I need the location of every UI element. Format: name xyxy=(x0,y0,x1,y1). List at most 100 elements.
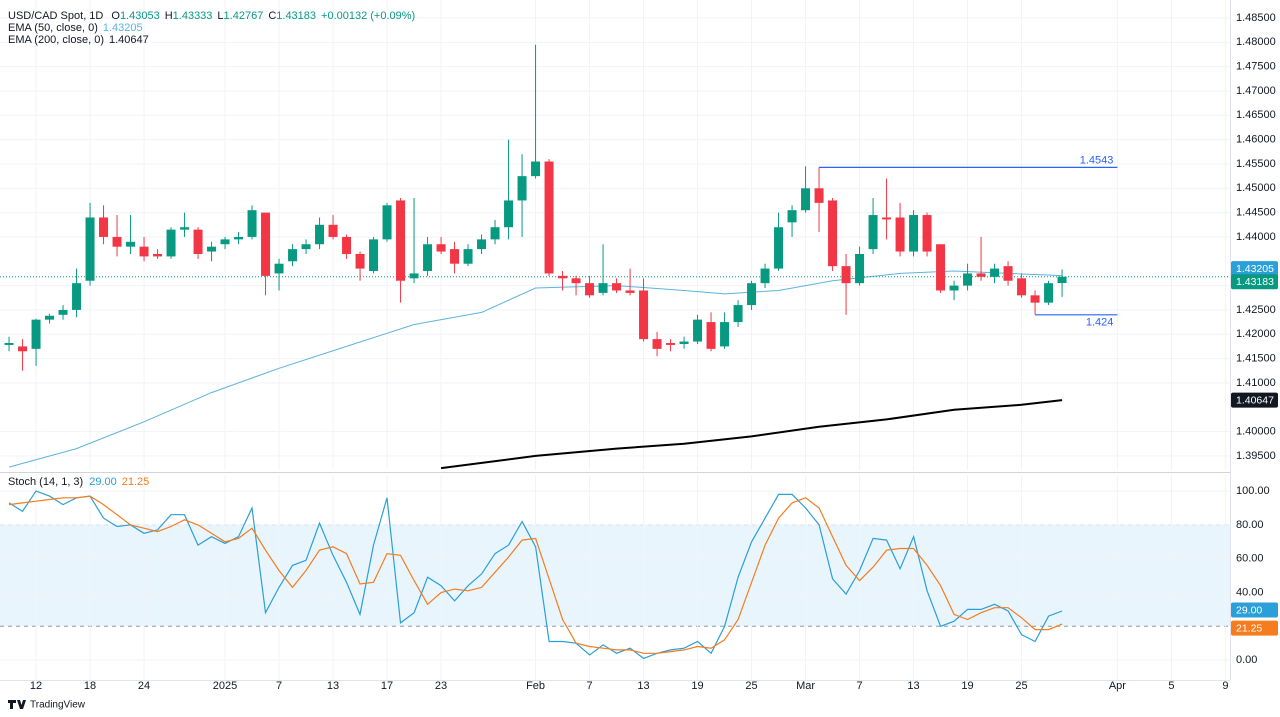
candle-body xyxy=(274,263,284,274)
candle-body xyxy=(1003,266,1013,281)
candle-body xyxy=(1044,283,1054,303)
candle-body xyxy=(855,253,865,284)
x-tick-label: 7 xyxy=(856,680,862,692)
candle-body xyxy=(288,249,298,262)
ohlc-value: 1.43053 xyxy=(120,10,160,22)
candle-body xyxy=(166,229,176,257)
candle-body xyxy=(828,200,838,267)
candle-body xyxy=(126,241,136,247)
candle-body xyxy=(612,283,622,291)
candle-body xyxy=(99,217,109,237)
candle-body xyxy=(936,244,946,291)
x-tick-label: 12 xyxy=(30,680,42,692)
symbol-title: USD/CAD Spot, 1D xyxy=(8,10,103,22)
candle-body xyxy=(787,210,797,223)
x-tick-label: 5 xyxy=(1168,680,1174,692)
candle-body xyxy=(369,239,379,272)
stoch-badge: 21.25 xyxy=(1236,622,1262,634)
candle-body xyxy=(220,239,230,245)
ohlc-letter: L xyxy=(217,10,223,22)
y-tick-label: 1.48000 xyxy=(1236,36,1276,48)
candle-body xyxy=(544,161,554,274)
plot-layer: 1.48500 1.48000 1.47500 1.47000 1.46500 1.460… xyxy=(0,0,1278,692)
stoch-legend-value: 29.00 xyxy=(89,476,117,488)
ohlc-value: 1.42767 xyxy=(224,10,264,22)
price-badge-bg xyxy=(1231,274,1278,290)
x-tick-label: 13 xyxy=(637,680,649,692)
x-tick-label: 13 xyxy=(907,680,919,692)
price-badge-bg xyxy=(1231,261,1278,277)
candle-body xyxy=(463,249,473,264)
price-badge: 1.40647 xyxy=(1236,394,1274,406)
x-tick-label: 9 xyxy=(1222,680,1228,692)
x-tick-label: 23 xyxy=(435,680,447,692)
candle-body xyxy=(247,210,257,237)
y-tick-label: 1.46500 xyxy=(1236,109,1276,121)
x-tick-label: 25 xyxy=(1015,680,1027,692)
y-tick-label: 1.41000 xyxy=(1236,377,1276,389)
candle-body xyxy=(801,188,811,211)
candle-body xyxy=(72,283,82,310)
candle-body xyxy=(31,319,41,349)
footer-text: TradingView xyxy=(30,700,86,711)
y-tick-label: 1.44500 xyxy=(1236,207,1276,219)
stoch-line xyxy=(8,495,1063,654)
x-tick-label: 7 xyxy=(276,680,282,692)
x-tick-label: 18 xyxy=(84,680,96,692)
y-tick-label: 1.45500 xyxy=(1236,158,1276,170)
candle-body xyxy=(706,322,716,349)
y-tick-label: 1.41500 xyxy=(1236,352,1276,364)
x-tick-label: 24 xyxy=(138,680,150,692)
x-tick-label: Feb xyxy=(526,680,545,692)
candle-body xyxy=(774,227,784,269)
candle-body xyxy=(436,244,446,252)
candle-body xyxy=(760,268,770,284)
x-tick-label: 17 xyxy=(381,680,393,692)
price-badge-bg xyxy=(1231,392,1278,408)
candle-body xyxy=(382,205,392,240)
x-tick-label: 13 xyxy=(327,680,339,692)
candle-body xyxy=(18,346,28,352)
candle-body xyxy=(409,273,419,279)
candle-body xyxy=(193,229,203,254)
x-tick-label: 2025 xyxy=(213,680,237,692)
ema-line xyxy=(440,399,1063,470)
candle-body xyxy=(396,200,406,281)
y-tick-label: 1.47000 xyxy=(1236,85,1276,97)
indicator-name: EMA (200, close, 0) xyxy=(8,34,104,46)
candle-body xyxy=(693,319,703,342)
y-tick-label: 60.00 xyxy=(1236,553,1264,565)
stoch-badge: 29.00 xyxy=(1236,604,1262,616)
x-tick-label: 7 xyxy=(586,680,592,692)
y-tick-label: 1.42500 xyxy=(1236,304,1276,316)
candle-body xyxy=(112,236,122,247)
candle-body xyxy=(261,212,271,276)
ohlc-letter: C xyxy=(268,10,276,22)
candle-body xyxy=(841,266,851,284)
candle-body xyxy=(450,249,460,264)
candle-body xyxy=(517,176,527,201)
candle-body xyxy=(585,283,595,296)
ohlc-letter: O xyxy=(111,10,120,22)
candle-body xyxy=(328,224,338,237)
ohlc-value: 1.43183 xyxy=(276,10,316,22)
y-tick-label: 1.47500 xyxy=(1236,61,1276,73)
candle-body xyxy=(720,322,730,347)
y-tick-label: 1.39500 xyxy=(1236,450,1276,462)
indicator-value: 1.40647 xyxy=(109,34,149,46)
candle-body xyxy=(598,283,608,293)
candle-body xyxy=(490,227,500,240)
logo: TradingView xyxy=(8,700,86,711)
candle-body xyxy=(85,217,95,281)
candle-body xyxy=(477,239,487,250)
logo-mark xyxy=(8,700,26,709)
candle-body xyxy=(58,309,68,315)
candle-body xyxy=(1057,276,1067,284)
candle-body xyxy=(45,315,55,320)
y-tick-label: 100.00 xyxy=(1236,485,1270,497)
candle-body xyxy=(531,161,541,177)
ohlc-value: 1.43333 xyxy=(173,10,213,22)
candle-body xyxy=(639,290,649,340)
candle-body xyxy=(1030,295,1040,303)
